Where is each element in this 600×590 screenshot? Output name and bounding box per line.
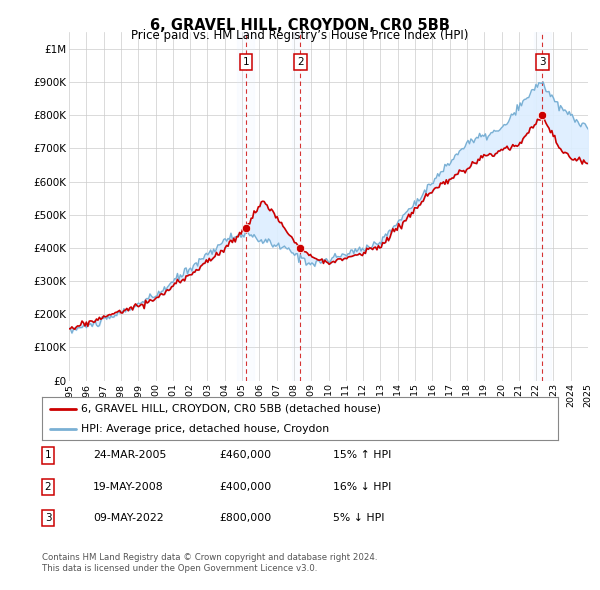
Text: 3: 3 [44, 513, 52, 523]
Text: £800,000: £800,000 [219, 513, 271, 523]
Bar [533, 32, 551, 381]
Text: Price paid vs. HM Land Registry’s House Price Index (HPI): Price paid vs. HM Land Registry’s House … [131, 30, 469, 42]
Text: 6, GRAVEL HILL, CROYDON, CR0 5BB (detached house): 6, GRAVEL HILL, CROYDON, CR0 5BB (detach… [80, 404, 381, 414]
Text: 2: 2 [297, 57, 304, 67]
Text: 3: 3 [539, 57, 545, 67]
Text: HPI: Average price, detached house, Croydon: HPI: Average price, detached house, Croy… [80, 424, 329, 434]
Text: 1: 1 [242, 57, 249, 67]
Text: 1: 1 [44, 451, 52, 460]
Text: Contains HM Land Registry data © Crown copyright and database right 2024.: Contains HM Land Registry data © Crown c… [42, 553, 377, 562]
Text: 2: 2 [44, 482, 52, 491]
Text: 6, GRAVEL HILL, CROYDON, CR0 5BB: 6, GRAVEL HILL, CROYDON, CR0 5BB [150, 18, 450, 32]
Text: 24-MAR-2005: 24-MAR-2005 [93, 451, 166, 460]
Text: 09-MAY-2022: 09-MAY-2022 [93, 513, 164, 523]
Text: 15% ↑ HPI: 15% ↑ HPI [333, 451, 391, 460]
Text: £460,000: £460,000 [219, 451, 271, 460]
Text: £400,000: £400,000 [219, 482, 271, 491]
Text: 16% ↓ HPI: 16% ↓ HPI [333, 482, 391, 491]
Text: This data is licensed under the Open Government Licence v3.0.: This data is licensed under the Open Gov… [42, 565, 317, 573]
Text: 5% ↓ HPI: 5% ↓ HPI [333, 513, 385, 523]
Bar [237, 32, 254, 381]
Text: 19-MAY-2008: 19-MAY-2008 [93, 482, 164, 491]
Bar [292, 32, 309, 381]
